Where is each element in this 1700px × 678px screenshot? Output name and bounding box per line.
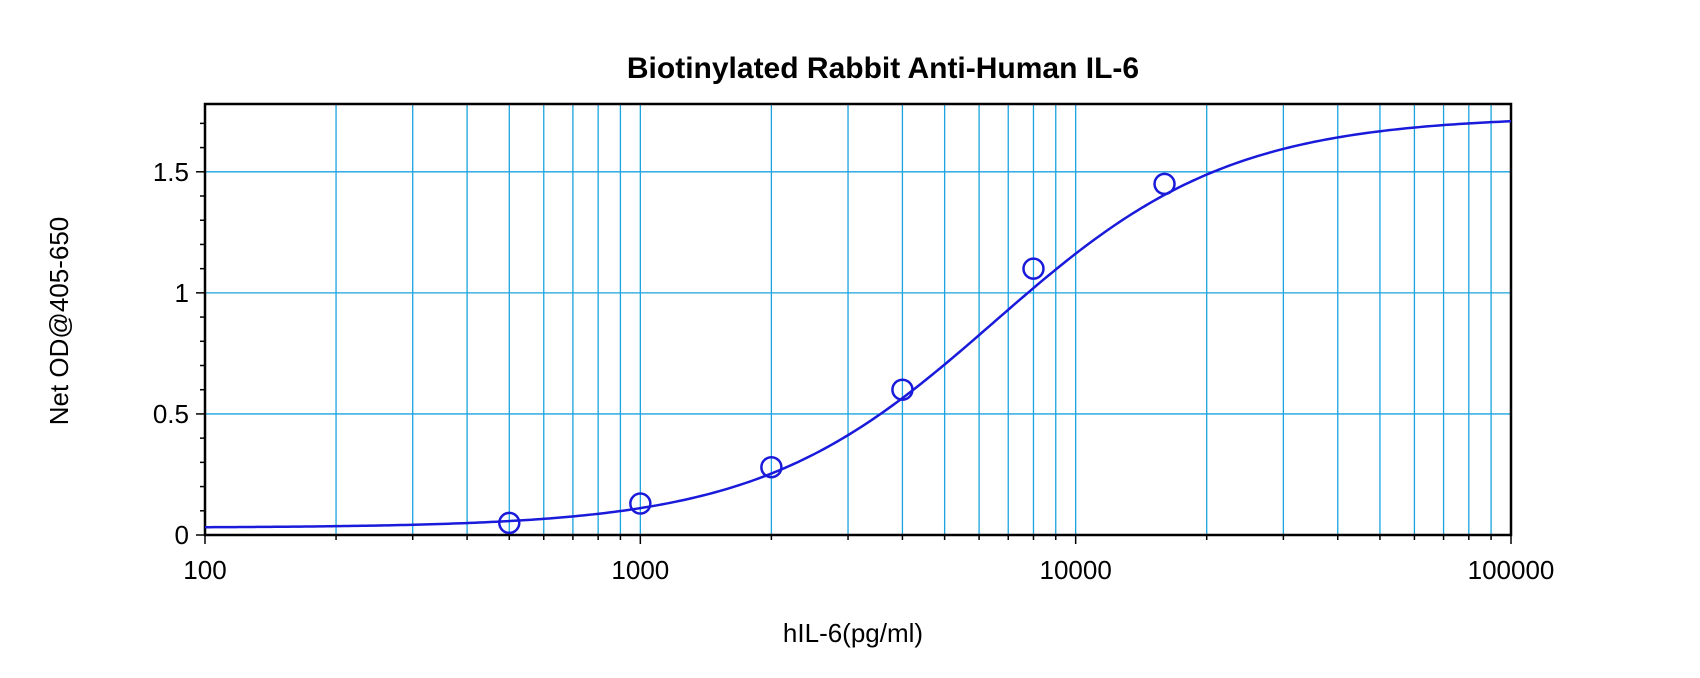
data-point (760, 455, 783, 479)
chart-title: Biotinylated Rabbit Anti-Human IL-6 (627, 52, 1139, 85)
data-point (629, 492, 652, 515)
x-tick-label: 10000 (1040, 555, 1112, 585)
fit-curve (204, 119, 1512, 529)
y-tick-label: 1 (175, 278, 189, 308)
series (204, 119, 1512, 535)
x-tick-label: 1000 (611, 555, 669, 585)
data-point (1022, 257, 1045, 280)
x-tick-label: 100000 (1468, 555, 1555, 585)
y-axis-label: Net OD@405-650 (44, 217, 74, 426)
x-tick-label: 100 (183, 555, 226, 585)
data-point (498, 511, 521, 535)
y-tick-label: 0 (175, 520, 189, 550)
data-point (891, 378, 914, 401)
y-tick-label: 1.5 (153, 157, 189, 187)
y-tick-label: 0.5 (153, 399, 189, 429)
x-axis-label: hIL-6(pg/ml) (783, 618, 923, 648)
grid (205, 104, 1511, 535)
plot-frame (203, 102, 1513, 537)
axis-ticks (196, 122, 1512, 544)
data-point (1153, 172, 1176, 196)
tick-labels: 100 1000 10000 100000 0 0.5 1 1.5 (153, 157, 1555, 585)
plot-border (203, 102, 1513, 537)
